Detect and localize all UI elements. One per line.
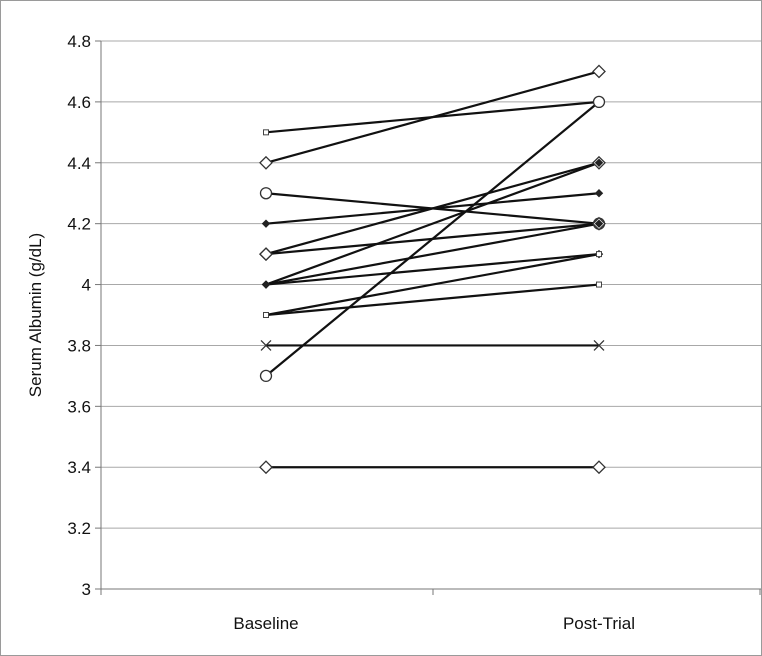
y-tick-label: 4 [82,276,91,295]
series-lines [265,70,600,469]
diamond-marker [259,247,273,262]
tick-labels: 3 3.2 3.4 3.6 3.8 4 4.2 4.4 4.6 4.8 Baseline Post-T… [67,32,635,633]
series-line [265,253,600,317]
square-marker [596,281,602,288]
circle-marker [592,95,606,109]
y-tick-label: 3.2 [67,519,91,538]
x-marker [260,339,272,351]
square-marker [596,251,602,258]
series-line [265,161,600,256]
diamond-marker [259,460,273,475]
small-diamond-marker [261,219,271,228]
y-tick-label: 3.4 [67,458,91,477]
square-marker [263,129,269,136]
x-tick-label: Baseline [233,614,298,633]
series-line [265,161,600,286]
axes [95,40,761,595]
small-diamond-marker [261,280,271,289]
diamond-marker [259,155,273,170]
series-line [265,253,600,286]
diamond-marker [592,64,606,79]
small-diamond-marker [594,219,604,228]
y-tick-label: 4.4 [67,154,91,173]
y-tick-label: 4.2 [67,215,91,234]
small-diamond-marker [594,189,604,198]
y-tick-label: 3 [82,580,91,599]
series-line [265,283,600,317]
series-markers [259,64,606,475]
small-diamond-marker [594,158,604,167]
square-marker [263,312,269,318]
y-tick-label: 4.8 [67,32,91,51]
y-tick-label: 3.6 [67,397,91,416]
diamond-marker [592,460,606,475]
series-line [265,222,600,286]
y-axis-title: Serum Albumin (g/dL) [26,233,45,397]
series-line [265,70,600,164]
y-tick-label: 4.6 [67,93,91,112]
x-marker [593,339,605,351]
circle-marker [259,369,273,383]
x-tick-label: Post-Trial [563,614,635,633]
y-tick-label: 3.8 [67,336,91,355]
circle-marker [259,187,273,200]
grid-lines [101,40,761,590]
series-line [265,101,600,377]
